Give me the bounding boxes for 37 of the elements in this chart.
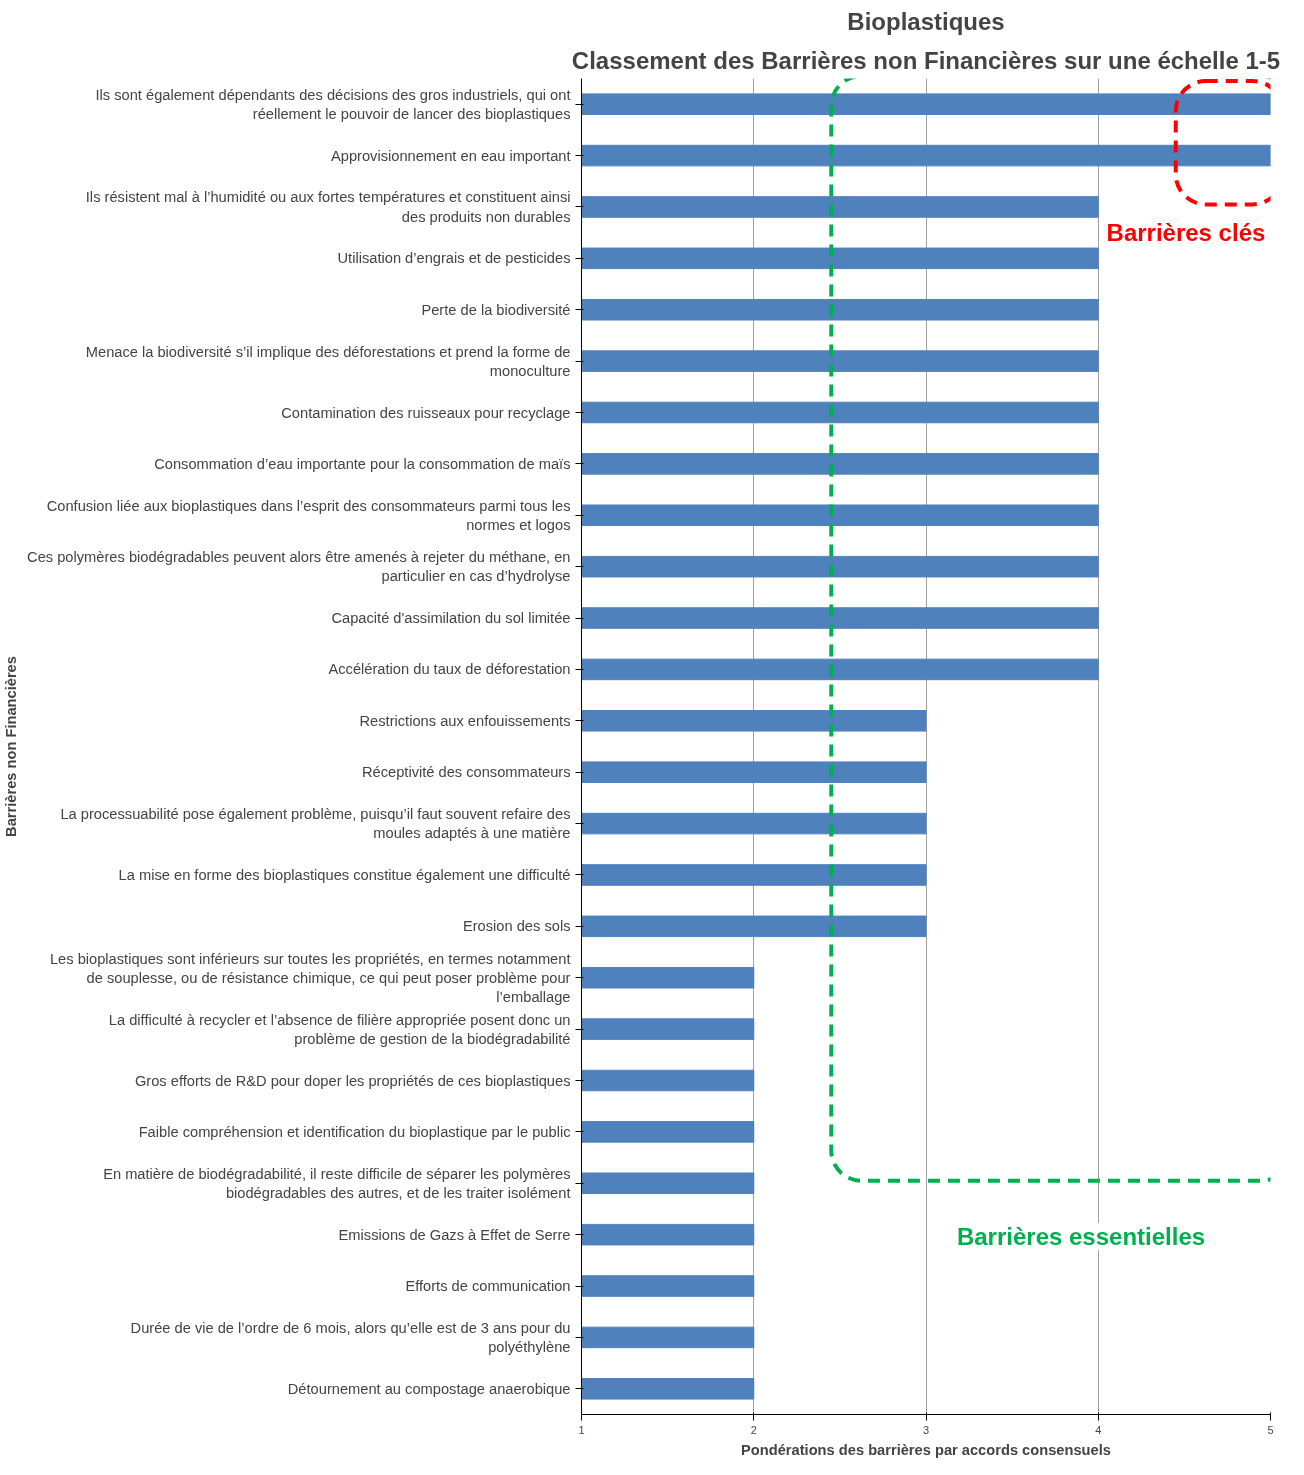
y-tick-label: Confusion liée aux bioplastiques dans l’esprit des consommateurs parmi tous les normes et logos xyxy=(46,497,571,533)
x-tick-label: 4 xyxy=(1095,1423,1102,1436)
y-tick-label: Accélération du taux de déforestation xyxy=(328,661,571,678)
y-tick-label: Utilisation d’engrais et de pesticides xyxy=(337,250,571,267)
y-tick-label: Contamination des ruisseaux pour recyclage xyxy=(281,404,571,421)
y-tick-label: Gros efforts de R&D pour doper les propriétés de ces bioplastiques xyxy=(134,1072,571,1089)
y-tick-label: Menace la biodiversité s’il implique des déforestations et prend la forme de monoculture xyxy=(85,343,571,379)
x-tick-label: 2 xyxy=(750,1423,757,1436)
y-tick-label: Ils résistent mal à l’humidité ou aux fortes températures et constituent ainsi des produits non durables xyxy=(85,189,571,225)
y-tick-label: Ils sont également dépendants des décisions des gros industriels, qui ont réellement le pouvoir de lancer des bioplastiques xyxy=(95,86,571,122)
y-tick-label: Efforts de communication xyxy=(405,1278,571,1295)
y-tick-label: La processuabilité pose également problème, puisqu’il faut souvent refaire des moules adaptés à une matière xyxy=(60,805,571,842)
y-tick-label: Approvisionnement en eau important xyxy=(330,147,571,164)
y-tick-label: Durée de vie de l’ordre de 6 mois, alors qu’elle est de 3 ans pour du polyéthylène xyxy=(130,1319,571,1356)
y-tick-label: Erosion des sols xyxy=(462,918,571,935)
y-tick-label: Ces polymères biodégradables peuvent alors être amenés à rejeter du méthane, en particulier en cas d’hydrolyse xyxy=(27,549,571,585)
x-tick-label: 3 xyxy=(922,1423,930,1436)
annotation: Barrières essentielles xyxy=(956,1223,1206,1251)
y-tick-label: Emissions de Gazs à Effet de Serre xyxy=(338,1226,571,1243)
x-tick-label: 1 xyxy=(578,1423,585,1436)
chart-title: Bioplastiques xyxy=(847,7,1005,35)
y-axis-title: Barrières non Financières xyxy=(3,656,20,837)
x-tick-label: 5 xyxy=(1267,1423,1274,1436)
y-tick-label: Détournement au compostage anaerobique xyxy=(287,1380,571,1397)
annotation: Barrières clés xyxy=(1106,218,1266,246)
y-tick-label: Réceptivité des consommateurs xyxy=(361,764,571,781)
y-tick-label: Perte de la biodiversité xyxy=(421,301,571,318)
y-tick-label: Faible compréhension et identification du bioplastique par le public xyxy=(138,1123,571,1140)
chart-subtitle: Classement des Barrières non Financières sur une échelle 1-5 xyxy=(571,46,1281,74)
y-tick-label: Restrictions aux enfouissements xyxy=(359,712,571,729)
y-tick-label: La mise en forme des bioplastiques constitue également une difficulté xyxy=(118,866,571,883)
y-tick-label: Les bioplastiques sont inférieurs sur toutes les propriétés, en termes notamment de souplesse, ou de résistance chimique, ce qui peut poser problème pour l’emballage xyxy=(49,950,571,1005)
y-tick-label: Capacité d'assimilation du sol limitée xyxy=(331,610,571,627)
x-axis-title: Pondérations des barrières par accords consensuels xyxy=(741,1441,1111,1458)
y-tick-label: La difficulté à recycler et l’absence de filière appropriée posent donc un problème de gestion de la biodégradabilité xyxy=(108,1011,571,1047)
y-tick-label: En matière de biodégradabilité, il reste difficile de séparer les polymères biodégradables des autres, et de les traiter isolément xyxy=(103,1165,571,1201)
y-tick-label: Consommation d’eau importante pour la consommation de maïs xyxy=(154,455,571,472)
